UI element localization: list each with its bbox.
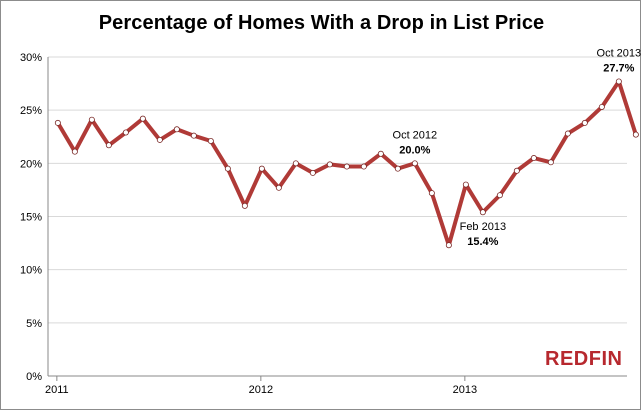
data-point: [479, 209, 486, 216]
data-point: [173, 126, 180, 133]
data-point: [360, 163, 367, 170]
x-tick-label: 2012: [249, 384, 273, 396]
data-point: [411, 160, 418, 167]
data-point: [377, 150, 384, 157]
data-point: [258, 165, 265, 172]
y-tick-label: 25%: [20, 105, 42, 117]
data-point: [615, 78, 622, 85]
data-point: [224, 165, 231, 172]
data-point: [292, 160, 299, 167]
y-tick-label: 10%: [20, 265, 42, 277]
data-point: [190, 132, 197, 139]
data-point: [547, 159, 554, 166]
data-point: [445, 242, 452, 249]
data-point: [581, 119, 588, 126]
data-point: [513, 167, 520, 174]
data-point: [139, 115, 146, 122]
data-point: [122, 129, 129, 136]
y-tick-label: 15%: [20, 212, 42, 224]
data-point: [275, 184, 282, 191]
annotation-value: 20.0%: [399, 144, 430, 156]
data-point: [598, 103, 605, 110]
data-point: [156, 136, 163, 143]
data-point: [241, 202, 248, 209]
x-tick-label: 2011: [45, 384, 69, 396]
y-tick-label: 5%: [26, 318, 42, 330]
data-point: [88, 116, 95, 123]
data-point: [207, 138, 214, 145]
data-point: [462, 181, 469, 188]
data-point: [71, 148, 78, 155]
data-point: [326, 161, 333, 168]
data-point: [105, 142, 112, 149]
data-point: [496, 192, 503, 199]
annotation-value: 15.4%: [467, 236, 498, 248]
y-tick-label: 30%: [20, 52, 42, 64]
data-point: [343, 163, 350, 170]
chart-title: Percentage of Homes With a Drop in List …: [98, 12, 545, 34]
annotation-value: 27.7%: [603, 62, 634, 74]
data-point: [428, 190, 435, 197]
data-point: [54, 119, 61, 126]
annotation-label: Feb 2013: [460, 221, 506, 233]
data-point: [394, 165, 401, 172]
annotation-label: Oct 2013: [597, 47, 642, 59]
annotation-label: Oct 2012: [393, 129, 438, 141]
y-tick-label: 20%: [20, 158, 42, 170]
redfin-logo: REDFIN: [545, 348, 623, 370]
x-tick-label: 2013: [453, 384, 477, 396]
data-point: [530, 155, 537, 162]
data-point: [564, 130, 571, 137]
data-point: [309, 169, 316, 176]
data-point: [632, 131, 639, 138]
y-tick-label: 0%: [26, 371, 42, 383]
